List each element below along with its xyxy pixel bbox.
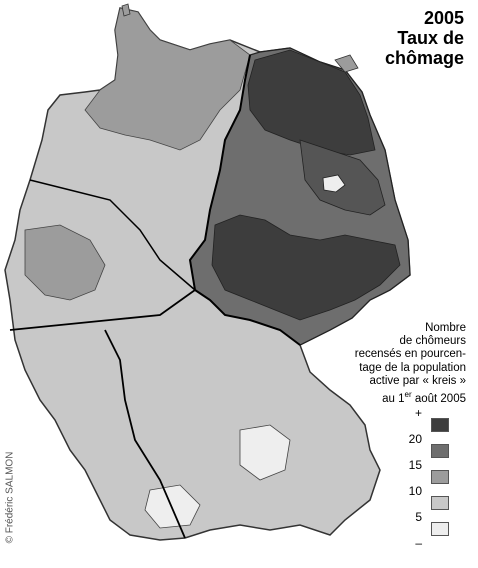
legend-line-6: au 1er août 2005 xyxy=(382,390,466,405)
region-south-light-1 xyxy=(239,424,291,481)
legend-swatch-class-4 xyxy=(431,496,449,510)
legend-line-2: de chômeurs xyxy=(399,335,466,348)
scale-label-plus: + xyxy=(414,406,422,420)
title-line1: Taux de xyxy=(397,28,464,48)
legend-swatch-class-5 xyxy=(431,522,449,536)
legend-swatch-class-2 xyxy=(431,444,449,458)
copyright-credit: © Frédéric SALMON xyxy=(4,451,16,544)
legend-line-3: recensés en pourcen- xyxy=(354,348,466,361)
legend-swatch-class-1 xyxy=(431,418,449,432)
title-line2: chômage xyxy=(384,48,464,68)
map-title: 2005 Taux de chômage xyxy=(385,8,464,68)
region-south-light-2 xyxy=(144,484,201,529)
legend-description: Nombre de chômeurs recensés en pourcen- … xyxy=(355,322,466,406)
state-border-east xyxy=(188,54,301,346)
region-center-dark xyxy=(211,214,401,321)
berlin-area xyxy=(322,174,346,193)
state-border-bavaria xyxy=(104,329,186,539)
legend-line-4: tage de la population xyxy=(359,361,466,374)
region-north xyxy=(84,7,251,151)
scale-label-20: 20 xyxy=(408,432,422,446)
north-islands xyxy=(121,3,359,73)
scale-label-10: 10 xyxy=(408,484,422,498)
region-west-pockets xyxy=(24,224,106,301)
region-east-mid-dark xyxy=(299,139,386,216)
title-year: 2005 xyxy=(423,8,464,28)
scale-label-minus: – xyxy=(415,536,422,550)
legend-swatch-class-3 xyxy=(431,470,449,484)
legend-line-5: active par « kreis » xyxy=(369,374,466,387)
state-border-west xyxy=(29,179,196,291)
state-border-south xyxy=(9,289,196,331)
scale-label-15: 15 xyxy=(408,458,422,472)
legend-line-1: Nombre xyxy=(425,322,466,334)
region-northeast-dark xyxy=(247,49,376,156)
scale-label-5: 5 xyxy=(415,510,422,524)
